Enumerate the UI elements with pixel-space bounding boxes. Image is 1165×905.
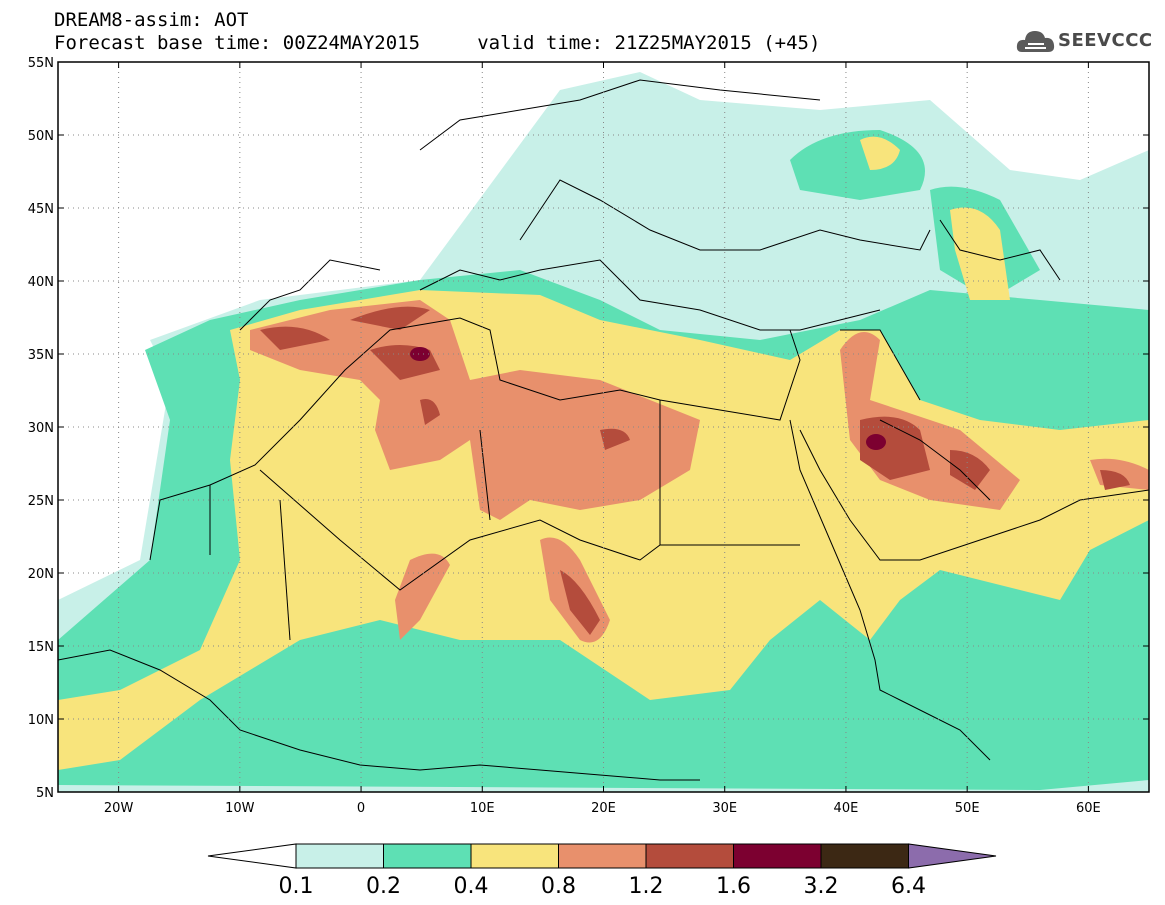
- aot-field-1.6: [410, 347, 430, 361]
- colorbar-swatch: [470, 843, 559, 869]
- colorbar-label: 0.1: [279, 874, 314, 899]
- lon-tick-label: 50E: [955, 801, 980, 816]
- colorbar-label: 0.4: [454, 874, 489, 899]
- colorbar-label: 0.8: [541, 874, 576, 899]
- colorbar-swatch: [733, 843, 822, 869]
- colorbar-upper-arrow: [908, 843, 997, 869]
- lon-tick-label: 0: [357, 801, 365, 816]
- aot-colorbar: 0.1 0.2 0.4 0.8 1.2 1.6 3.2 6.4: [207, 843, 997, 899]
- logo-text: SEEVCCC: [1058, 30, 1153, 51]
- graticule: [58, 62, 1149, 792]
- seevccc-logo: SEEVCCC: [1016, 24, 1156, 58]
- lat-tick-label: 40N: [28, 275, 54, 290]
- lon-tick-label: 20W: [104, 801, 134, 816]
- lat-tick-label: 50N: [28, 129, 54, 144]
- colorbar-swatch: [383, 843, 472, 869]
- longitude-axis: 20W 10W 0 10E 20E 30E 40E 50E 60E: [104, 62, 1101, 816]
- coastlines: [58, 79, 1149, 781]
- latitude-axis: 55N 50N 45N 40N 35N 30N 25N 20N 15N 10N 5N: [28, 56, 1149, 801]
- lat-tick-label: 25N: [28, 494, 54, 509]
- lat-tick-label: 20N: [28, 567, 54, 582]
- aot-field-1.2: [260, 306, 1130, 635]
- lat-tick-label: 30N: [28, 421, 54, 436]
- colorbar-label: 1.2: [629, 874, 664, 899]
- lat-tick-label: 45N: [28, 202, 54, 217]
- colorbar-label: 6.4: [891, 874, 926, 899]
- colorbar-swatch: [645, 843, 734, 869]
- lon-tick-label: 20E: [591, 801, 616, 816]
- lon-tick-label: 30E: [712, 801, 737, 816]
- forecast-time-subtitle: Forecast base time: 00Z24MAY2015 valid t…: [54, 32, 821, 54]
- lat-tick-label: 10N: [28, 713, 54, 728]
- colorbar-label: 3.2: [804, 874, 839, 899]
- colorbar-swatch: [295, 843, 384, 869]
- colorbar-label: 1.6: [716, 874, 751, 899]
- colorbar-swatch: [820, 843, 909, 869]
- lon-tick-label: 60E: [1076, 801, 1101, 816]
- cloud-icon: [1016, 31, 1055, 52]
- map-title: DREAM8-assim: AOT: [54, 9, 249, 31]
- lat-tick-label: 5N: [36, 786, 54, 801]
- lon-tick-label: 10W: [225, 801, 255, 816]
- lat-tick-label: 15N: [28, 640, 54, 655]
- lon-tick-label: 40E: [834, 801, 859, 816]
- colorbar-lower-arrow: [207, 843, 297, 869]
- lat-tick-label: 35N: [28, 348, 54, 363]
- colorbar-swatch: [558, 843, 647, 869]
- lat-tick-label: 55N: [28, 56, 54, 71]
- colorbar-label: 0.2: [366, 874, 401, 899]
- lon-tick-label: 10E: [470, 801, 495, 816]
